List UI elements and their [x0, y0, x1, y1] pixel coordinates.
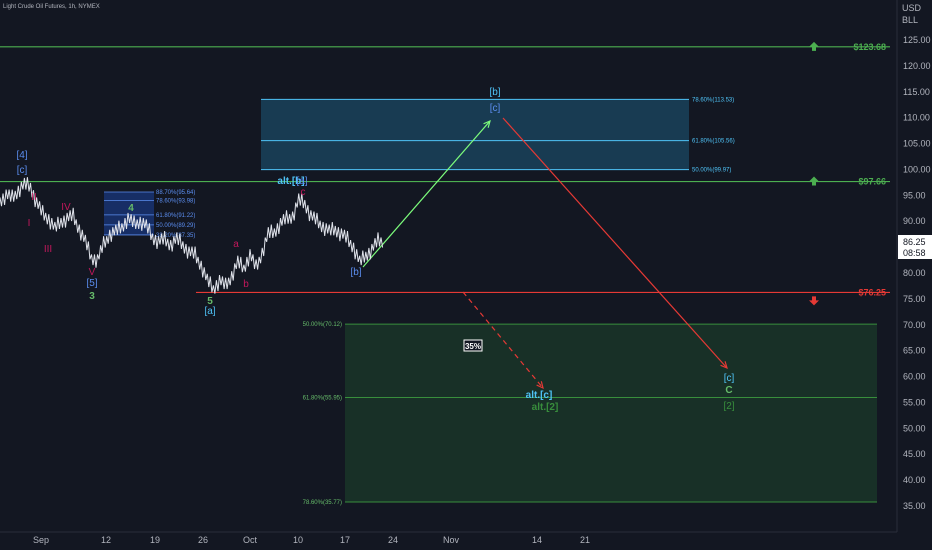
time-tick-label: 24 [388, 535, 398, 545]
blue-fib-label: 50.00%(99.97) [692, 168, 731, 174]
price-tick-label: 120.00 [903, 61, 931, 71]
wave-label: V [89, 267, 96, 278]
unit-label: BLL [902, 15, 918, 25]
price-tick-label: 60.00 [903, 372, 926, 382]
probability-badge: 35% [465, 342, 481, 351]
price-tick-label: 100.00 [903, 164, 931, 174]
time-tick-label: 26 [198, 535, 208, 545]
wave-label: C [725, 385, 732, 396]
time-tick-label: 19 [150, 535, 160, 545]
probability-badge-box [463, 339, 483, 352]
price-tick-label: 115.00 [903, 87, 930, 97]
price-axis-ticks: 125.00 120.00 115.00 110.00 105.00 100.00 95.0… [903, 35, 931, 511]
wave4-fib-label: 61.80%(91.22) [156, 213, 195, 219]
up-arrow-icon [809, 176, 819, 186]
wave-label: c [301, 187, 306, 198]
wave-label: 4 [128, 203, 134, 214]
time-tick-label: 10 [293, 535, 303, 545]
price-tick-label: 65.00 [903, 346, 926, 356]
bearish-projection-arrow [502, 117, 728, 369]
price-series [0, 177, 384, 294]
wave4-fib-label: 78.60%(93.98) [156, 199, 195, 205]
price-tick-label: 40.00 [903, 475, 926, 485]
upper-target-label: $123.68 [853, 42, 886, 52]
time-tick-label: 21 [580, 535, 590, 545]
key-levels: $123.68 $97.66 $76.25 [0, 41, 890, 306]
blue-fib-label: 78.60%(113.53) [692, 97, 734, 103]
chart-title: Light Crude Oil Futures, 1h, NYMEX [3, 4, 100, 10]
wave4-fib-label: 88.70%(95.64) [156, 190, 195, 196]
price-tick-label: 35.00 [903, 501, 926, 511]
price-tick-label: 55.00 [903, 397, 926, 407]
wave-label: b [243, 279, 249, 290]
wave-label: [2] [723, 401, 734, 412]
price-tick-label: 110.00 [903, 113, 930, 123]
time-tick-label: Nov [443, 535, 460, 545]
wave-label: [4] [16, 150, 27, 161]
price-tick-label: 50.00 [903, 423, 926, 433]
wave-label: [c] [724, 373, 735, 384]
price-tick-label: 45.00 [903, 449, 926, 459]
fib-boxes: 78.60%(113.53) 61.80%(105.56) 50.00%(99.97… [104, 97, 877, 506]
wave-label: [c] [17, 165, 28, 176]
time-tick-label: 12 [101, 535, 111, 545]
wave-label: [b] [350, 267, 361, 278]
bearish-projection-arrow-head [720, 361, 728, 370]
time-tick-label: Sep [33, 535, 49, 545]
time-axis-ticks: Sep 12 19 26 Oct 10 17 24 Nov 14 21 [33, 535, 590, 545]
current-price: 86.25 [903, 237, 926, 247]
time-tick-label: 14 [532, 535, 542, 545]
wave-label: III [44, 244, 52, 255]
currency-label: USD [902, 3, 922, 13]
price-axis-panel [897, 0, 932, 550]
current-price-badge [898, 235, 932, 259]
green-target-zone [345, 324, 877, 503]
wave-label: II [31, 192, 37, 203]
time-tick-label: 17 [340, 535, 350, 545]
down-arrow-icon [809, 296, 819, 306]
price-tick-label: 80.00 [903, 268, 926, 278]
projection-arrows [362, 117, 728, 390]
wave4-fib-label: 38.20%(87.35) [156, 233, 195, 239]
wave-label: [a] [296, 176, 307, 187]
wave-label: [5] [86, 278, 97, 289]
bar-countdown: 08:58 [903, 248, 926, 258]
blue-target-zone [261, 99, 689, 170]
wave4-fib-label: 50.00%(89.29) [156, 223, 195, 229]
wave-labels: [4][c]IIIVIIIIV[5]345[a]abcalt.[b][a][b]… [16, 87, 734, 413]
price-tick-label: 75.00 [903, 294, 926, 304]
price-tick-label: 125.00 [903, 35, 931, 45]
green-fib-label: 50.00%(70.12) [303, 322, 342, 328]
up-arrow-icon [809, 41, 819, 51]
bullish-projection-arrow-head [483, 119, 491, 128]
blue-fib-label: 61.80%(105.56) [692, 139, 735, 145]
support-label: $76.25 [858, 287, 886, 297]
wave-label: alt.[c] [526, 390, 553, 401]
price-tick-label: 90.00 [903, 216, 926, 226]
wave-label: IV [61, 202, 71, 213]
time-tick-label: Oct [243, 535, 258, 545]
alt-bearish-projection-arrow-head [536, 381, 544, 390]
wave-label: [a] [204, 306, 215, 317]
price-tick-label: 105.00 [903, 139, 931, 149]
wave-label: alt.[2] [532, 402, 559, 413]
mid-target-label: $97.66 [858, 177, 886, 187]
wave-label: I [28, 218, 31, 229]
price-line [0, 177, 384, 294]
bullish-projection-arrow [362, 120, 491, 268]
price-tick-label: 95.00 [903, 190, 926, 200]
wave-label: [c] [490, 103, 501, 114]
green-fib-label: 78.60%(35.77) [303, 500, 342, 506]
alt-bearish-projection-arrow [462, 291, 544, 389]
wave-label: [b] [489, 87, 500, 98]
price-tick-label: 70.00 [903, 320, 926, 330]
green-fib-label: 61.80%(55.95) [303, 396, 342, 402]
wave-label: a [233, 239, 239, 250]
wave-label: alt.[b] [277, 176, 304, 187]
wave-label: 5 [207, 296, 213, 307]
wave-label: 3 [89, 291, 95, 302]
